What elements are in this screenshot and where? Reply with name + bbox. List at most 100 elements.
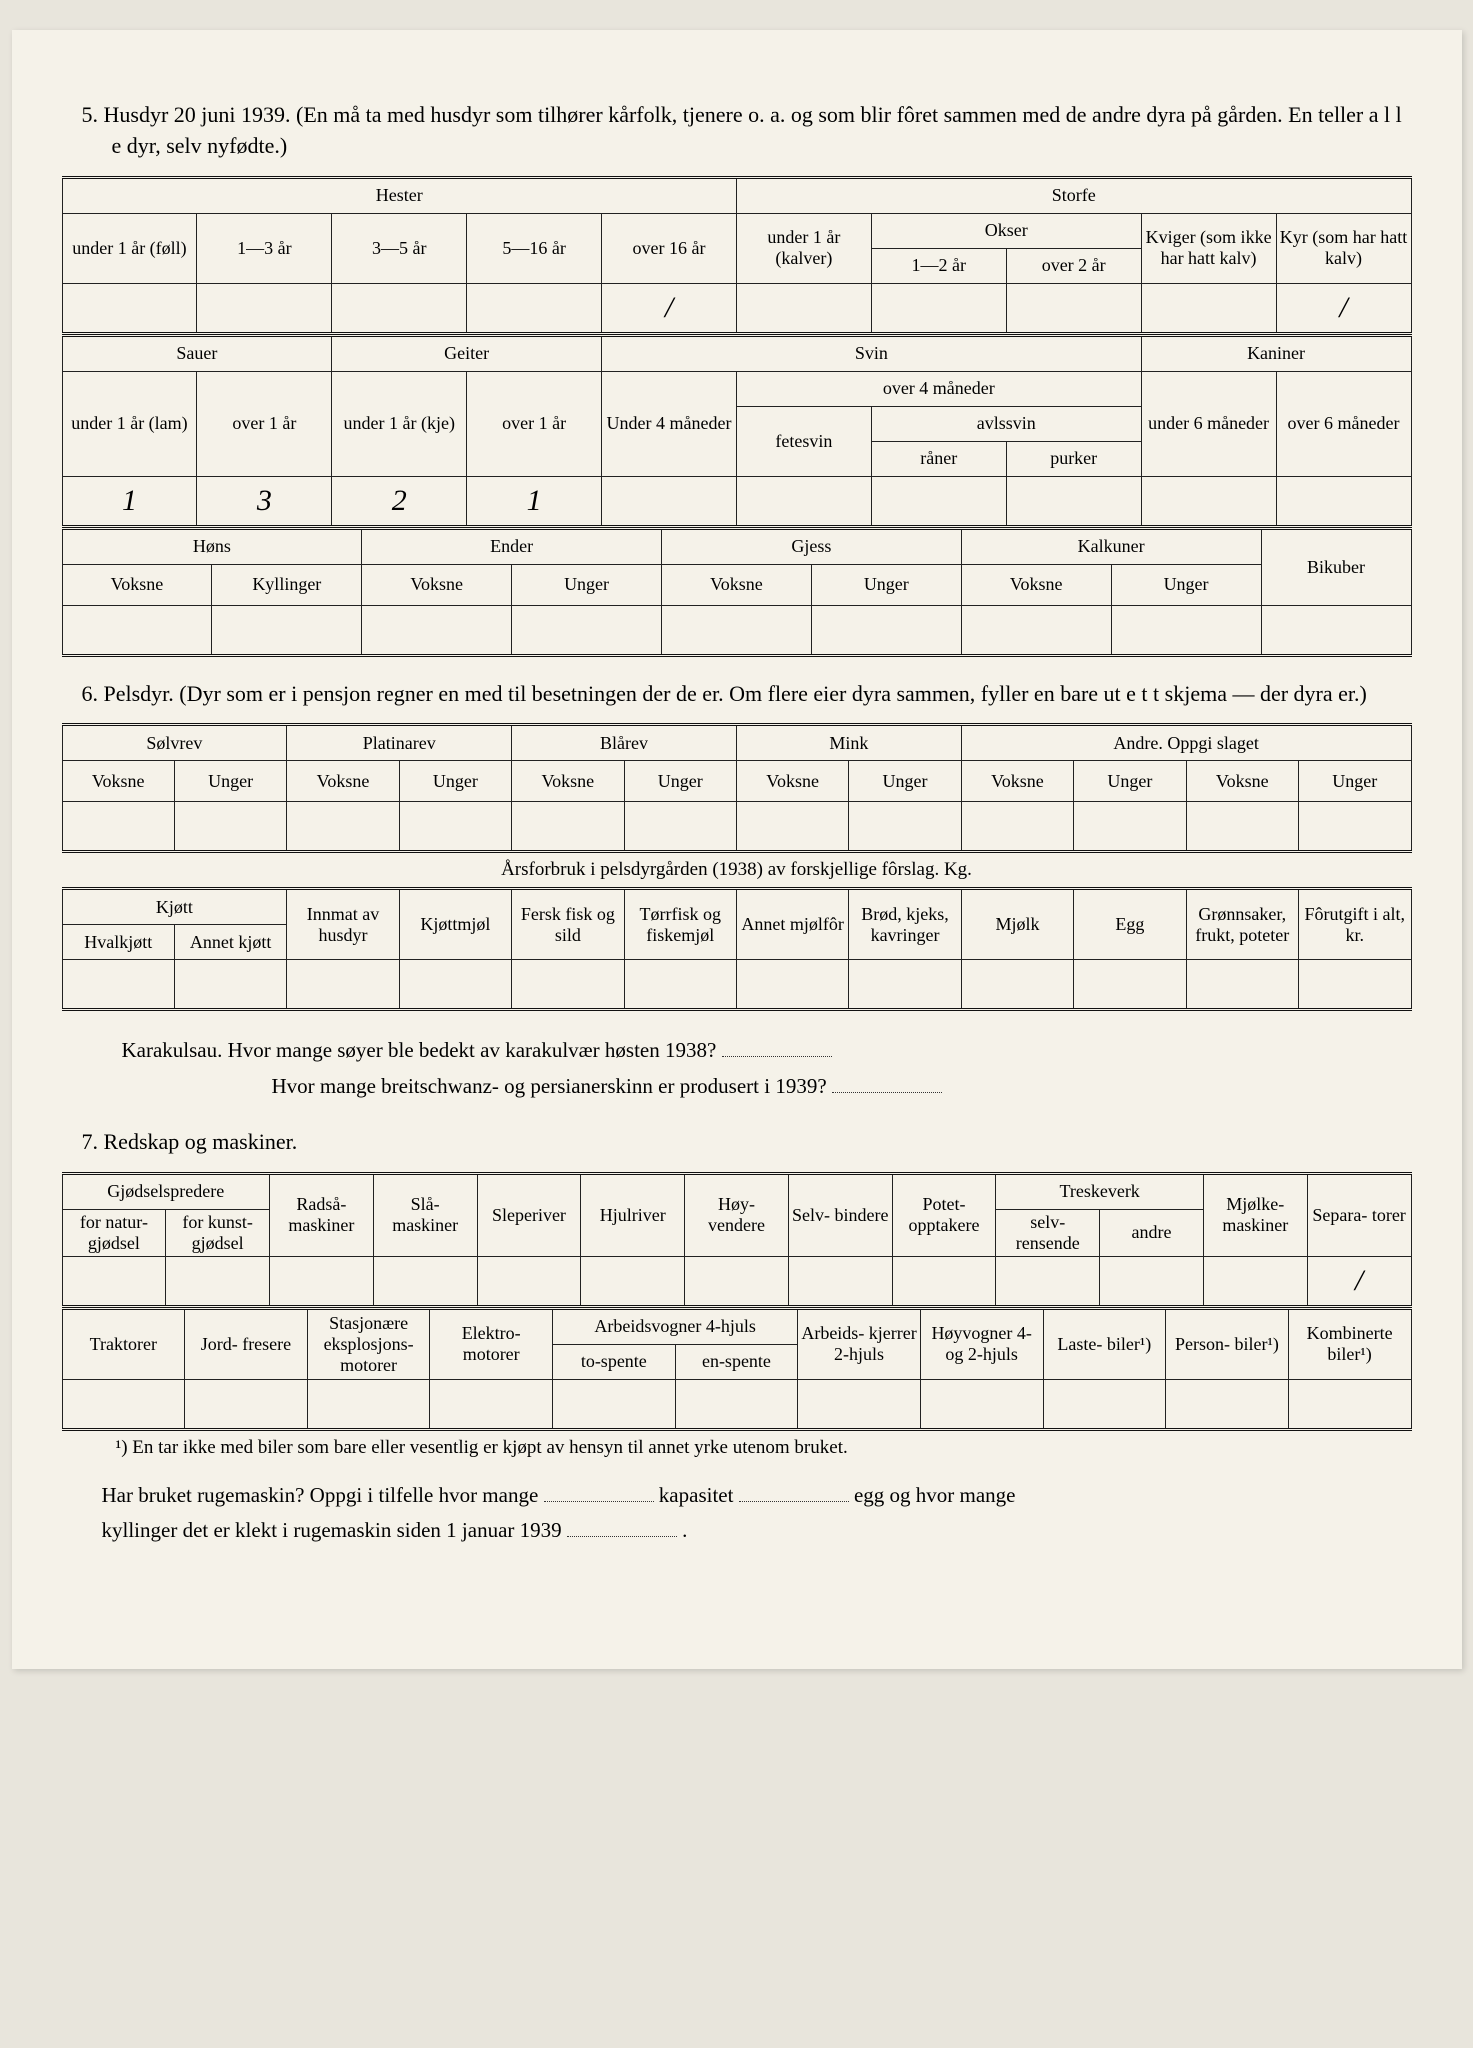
cell[interactable] [675,1379,798,1429]
cell[interactable] [62,1379,185,1429]
cell[interactable] [602,476,737,526]
blank-field[interactable] [722,1035,832,1057]
cell[interactable] [399,802,511,852]
cell[interactable]: 3 [197,476,332,526]
cell[interactable] [197,283,332,333]
col-kviger: Kviger (som ikke har hatt kalv) [1141,213,1276,283]
cell[interactable] [961,802,1073,852]
cell[interactable] [512,605,662,655]
cell[interactable] [811,605,961,655]
cell[interactable]: 2 [332,476,467,526]
cell[interactable] [685,1256,789,1306]
cell[interactable] [1298,802,1411,852]
cell[interactable] [1043,1379,1166,1429]
cell[interactable] [662,605,812,655]
cell[interactable] [166,1256,270,1306]
sub: Voksne [1186,761,1298,802]
cell[interactable] [788,1256,892,1306]
cell[interactable] [736,476,871,526]
grp-sauer: Sauer [62,335,332,371]
pelsdyr-forbruk-caption: Årsforbruk i pelsdyrgården (1938) av for… [62,853,1412,887]
blank-field[interactable] [832,1071,942,1093]
grp-svin: Svin [602,335,1142,371]
cell[interactable] [849,960,961,1010]
cell[interactable] [467,283,602,333]
cell[interactable] [624,802,736,852]
cell[interactable] [1203,1256,1307,1306]
cell[interactable] [1141,476,1276,526]
cell[interactable] [1261,605,1411,655]
cell[interactable] [62,1256,166,1306]
cell[interactable] [736,802,848,852]
cell[interactable]: 1 [62,476,197,526]
cell[interactable]: / [1276,283,1411,333]
blank-field[interactable] [567,1515,677,1537]
cell[interactable] [920,1379,1043,1429]
cell[interactable] [581,1256,685,1306]
col-kan-1: over 6 måneder [1276,371,1411,476]
cell[interactable] [871,476,1006,526]
col-okser-1: over 2 år [1006,248,1141,283]
col: Mjølke- maskiner [1203,1173,1307,1256]
cell[interactable] [62,283,197,333]
col: Mjølk [961,889,1073,960]
cell[interactable] [624,960,736,1010]
cell[interactable] [174,960,286,1010]
cell[interactable] [373,1256,477,1306]
cell[interactable] [399,960,511,1010]
cell[interactable] [961,605,1111,655]
cell[interactable] [287,960,399,1010]
col-hest-4: over 16 år [602,213,737,283]
cell[interactable] [362,605,512,655]
cell[interactable] [270,1256,374,1306]
col: Slå- maskiner [373,1173,477,1256]
cell[interactable] [892,1256,996,1306]
sec5-title: Husdyr 20 juni 1939. (En må ta med husdy… [104,102,1402,158]
cell[interactable] [512,802,624,852]
cell[interactable] [185,1379,308,1429]
cell[interactable] [871,283,1006,333]
cell[interactable] [1141,283,1276,333]
cell[interactable] [1006,283,1141,333]
cell[interactable] [1166,1379,1289,1429]
cell[interactable] [212,605,362,655]
cell[interactable]: 1 [467,476,602,526]
cell[interactable] [736,283,871,333]
cell[interactable] [1186,802,1298,852]
blank-field[interactable] [739,1480,849,1502]
cell[interactable] [849,802,961,852]
cell[interactable] [62,802,174,852]
cell[interactable] [512,960,624,1010]
sub: Voksne [736,761,848,802]
blank-field[interactable] [544,1480,654,1502]
cell[interactable] [62,960,174,1010]
cell[interactable] [1298,960,1411,1010]
cell[interactable] [332,283,467,333]
cell[interactable] [1100,1256,1204,1306]
cell[interactable] [62,605,212,655]
cell[interactable] [1276,476,1411,526]
cell[interactable] [477,1256,581,1306]
sec5-num: 5. [82,102,99,127]
rugemaskin-q2: kyllinger det er klekt i rugemaskin side… [102,1513,1412,1549]
cell[interactable] [1111,605,1261,655]
cell[interactable] [307,1379,430,1429]
cell[interactable] [174,802,286,852]
cell[interactable] [1186,960,1298,1010]
sub: Voksne [287,761,399,802]
cell[interactable] [1074,802,1186,852]
cell[interactable]: / [1307,1256,1411,1306]
cell[interactable] [1074,960,1186,1010]
col: Kombinerte biler¹) [1288,1308,1411,1379]
cell[interactable] [736,960,848,1010]
col: Selv- bindere [788,1173,892,1256]
cell[interactable] [996,1256,1100,1306]
cell[interactable] [430,1379,553,1429]
cell[interactable] [1288,1379,1411,1429]
cell[interactable]: / [602,283,737,333]
cell[interactable] [287,802,399,852]
cell[interactable] [553,1379,676,1429]
cell[interactable] [1006,476,1141,526]
cell[interactable] [798,1379,921,1429]
cell[interactable] [961,960,1073,1010]
